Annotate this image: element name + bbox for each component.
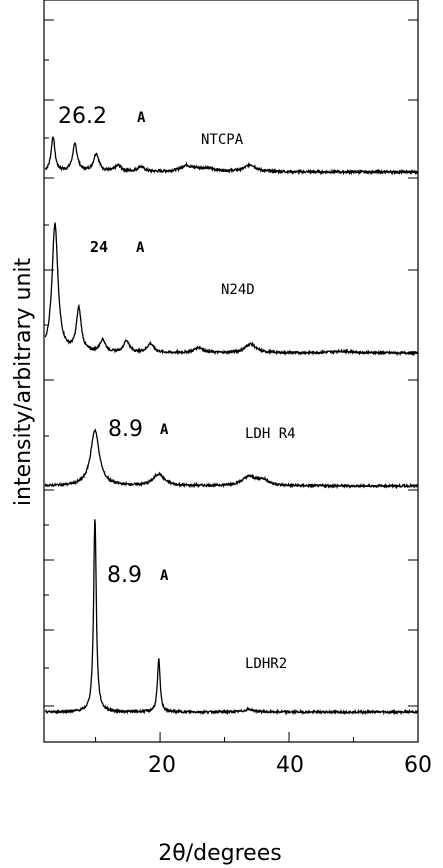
annotation-ntcpa-value: 26.2 <box>58 104 107 129</box>
annotation-ldhr4-unit: A <box>160 422 169 438</box>
annotation-ntcpa-unit: A <box>137 110 146 126</box>
series-label-ldhr2: LDHR2 <box>245 656 287 672</box>
x-tick-label-60: 60 <box>404 753 432 778</box>
x-tick-label-40: 40 <box>276 753 304 778</box>
annotation-ldhr2-value: 8.9 <box>107 563 142 588</box>
plot-frame <box>43 0 419 743</box>
series-line-n24d <box>44 222 419 357</box>
series-label-ntcpa: NTCPA <box>201 132 244 148</box>
series-line-ntcpa <box>44 136 419 176</box>
annotation-n24d-value: 24 <box>90 238 108 256</box>
x-axis-title: 2θ/degrees <box>158 841 281 866</box>
diffraction-traces <box>44 136 419 716</box>
series-label-ldhr4: LDH R4 <box>245 426 296 442</box>
annotation-ldhr4-value: 8.9 <box>108 417 143 442</box>
annotation-n24d-unit: A <box>136 240 145 256</box>
annotation-ldhr2-unit: A <box>160 568 169 584</box>
x-axis-ticks <box>95 732 355 742</box>
x-tick-label-20: 20 <box>148 753 176 778</box>
y-axis-title: intensity/arbitrary unit <box>11 258 36 507</box>
series-line-ldhr4 <box>44 428 418 490</box>
series-label-n24d: N24D <box>221 282 255 298</box>
series-line-ldhr2 <box>44 519 419 716</box>
